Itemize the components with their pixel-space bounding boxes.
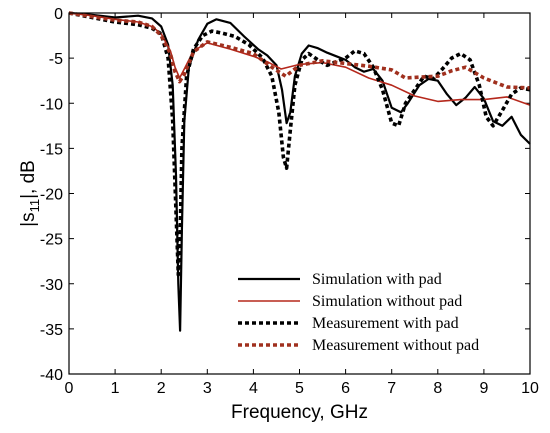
series-layer	[68, 11, 531, 332]
y-axis-title-tail: |, dB	[18, 160, 39, 199]
y-axis-title: |s11|, dB	[18, 160, 42, 227]
series-line-1	[68, 11, 531, 332]
y-tick-label: -10	[40, 96, 63, 113]
x-tick-label: 3	[203, 380, 212, 397]
y-tick-label: -35	[40, 322, 63, 339]
x-tick-label: 6	[341, 380, 350, 397]
x-tick-label: 8	[433, 380, 442, 397]
axis-ticks	[68, 12, 531, 375]
y-tick-label: -15	[40, 141, 63, 158]
legend-label: Measurement with pad	[312, 315, 459, 332]
x-tick-label: 0	[65, 380, 74, 397]
y-axis-title-subscript: 11	[27, 199, 42, 213]
y-tick-label: -30	[40, 277, 63, 294]
x-axis-title: Frequency, GHz	[231, 402, 368, 423]
y-tick-label: 0	[54, 6, 63, 23]
x-tick-label: 7	[387, 380, 396, 397]
y-axis-title-main: |s	[18, 212, 39, 226]
tick-labels: 0 1 2 3 4 5 6 7 8 9 10 0 -5 -10 -15 -20 -25 -30 -35 -40	[40, 6, 539, 397]
y-tick-label: -5	[49, 51, 63, 68]
x-tick-label: 9	[479, 380, 488, 397]
series-line-3	[68, 11, 531, 277]
x-tick-label: 5	[295, 380, 304, 397]
x-tick-label: 10	[521, 380, 539, 397]
legend: Simulation with pad Simulation without pa…	[238, 271, 479, 354]
plot-frame	[68, 12, 531, 375]
y-tick-label: -25	[40, 232, 63, 249]
legend-label: Measurement without pad	[312, 337, 479, 354]
y-tick-label: -40	[40, 367, 63, 384]
legend-label: Simulation with pad	[312, 271, 442, 288]
x-tick-label: 4	[249, 380, 258, 397]
y-tick-label: -20	[40, 187, 63, 204]
legend-label: Simulation without pad	[312, 293, 462, 310]
series-line-4	[68, 11, 531, 90]
x-tick-label: 2	[157, 380, 166, 397]
x-tick-label: 1	[111, 380, 120, 397]
